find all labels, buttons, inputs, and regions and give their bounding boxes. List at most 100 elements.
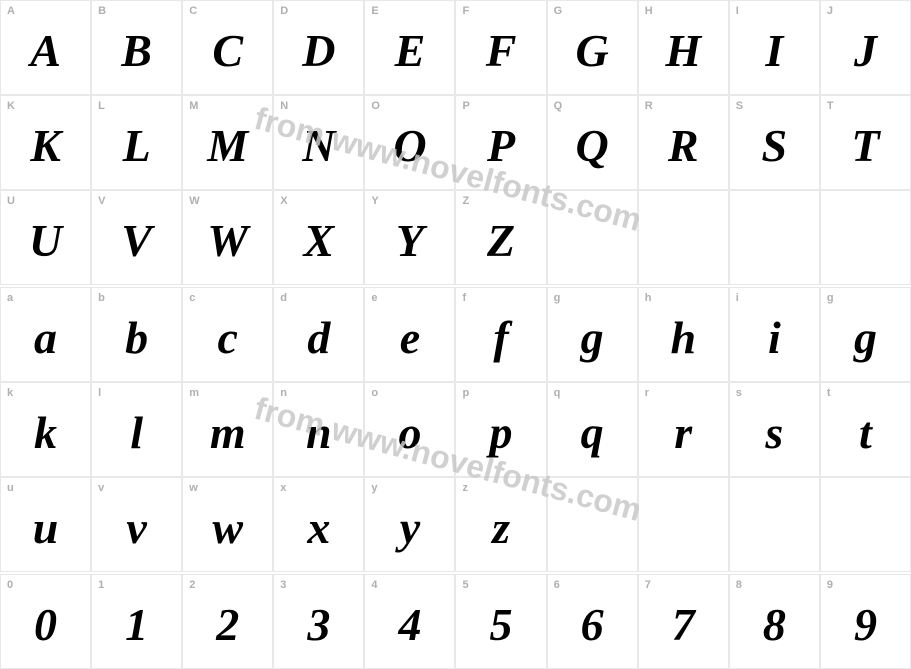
char-cell: BB bbox=[91, 0, 182, 95]
char-glyph: C bbox=[212, 24, 243, 77]
char-cell: KK bbox=[0, 95, 91, 190]
char-label: 4 bbox=[371, 579, 377, 591]
char-label: c bbox=[189, 292, 195, 304]
char-glyph: i bbox=[768, 311, 781, 364]
char-cell: gg bbox=[547, 287, 638, 382]
char-glyph: P bbox=[487, 119, 515, 172]
char-glyph: E bbox=[395, 24, 426, 77]
char-label: Q bbox=[554, 100, 563, 112]
char-glyph: D bbox=[302, 24, 335, 77]
char-cell: zz bbox=[455, 477, 546, 572]
char-label: m bbox=[189, 387, 199, 399]
section-lowercase: aabbccddeeffgghhiiggkkllmmnnooppqqrrsstt… bbox=[0, 287, 911, 572]
empty-cell bbox=[729, 190, 820, 285]
char-cell: ss bbox=[729, 382, 820, 477]
char-label: C bbox=[189, 5, 197, 17]
char-glyph: G bbox=[576, 24, 609, 77]
char-label: v bbox=[98, 482, 104, 494]
char-label: F bbox=[462, 5, 469, 17]
char-label: 5 bbox=[462, 579, 468, 591]
char-glyph: Z bbox=[487, 214, 515, 267]
char-label: r bbox=[645, 387, 649, 399]
char-glyph: R bbox=[668, 119, 699, 172]
char-glyph: n bbox=[306, 406, 332, 459]
char-label: H bbox=[645, 5, 653, 17]
char-cell: MM bbox=[182, 95, 273, 190]
char-cell: 66 bbox=[547, 574, 638, 669]
char-glyph: Q bbox=[576, 119, 609, 172]
char-cell: hh bbox=[638, 287, 729, 382]
char-glyph: q bbox=[581, 406, 604, 459]
char-glyph: F bbox=[486, 24, 517, 77]
char-label: 1 bbox=[98, 579, 104, 591]
char-cell: kk bbox=[0, 382, 91, 477]
char-glyph: S bbox=[762, 119, 788, 172]
char-label: Y bbox=[371, 195, 378, 207]
char-cell: oo bbox=[364, 382, 455, 477]
char-glyph: K bbox=[30, 119, 61, 172]
char-cell: QQ bbox=[547, 95, 638, 190]
char-cell: II bbox=[729, 0, 820, 95]
char-cell: ww bbox=[182, 477, 273, 572]
char-label: S bbox=[736, 100, 743, 112]
char-cell: uu bbox=[0, 477, 91, 572]
char-glyph: 7 bbox=[672, 598, 695, 651]
char-label: J bbox=[827, 5, 833, 17]
char-cell: WW bbox=[182, 190, 273, 285]
char-label: W bbox=[189, 195, 199, 207]
char-label: l bbox=[98, 387, 101, 399]
empty-cell bbox=[638, 190, 729, 285]
char-glyph: k bbox=[34, 406, 57, 459]
char-cell: 88 bbox=[729, 574, 820, 669]
char-cell: 55 bbox=[455, 574, 546, 669]
char-glyph: 6 bbox=[581, 598, 604, 651]
char-cell: 33 bbox=[273, 574, 364, 669]
char-cell: 00 bbox=[0, 574, 91, 669]
char-label: 3 bbox=[280, 579, 286, 591]
char-glyph: x bbox=[307, 501, 330, 554]
char-glyph: Y bbox=[396, 214, 424, 267]
char-label: d bbox=[280, 292, 287, 304]
char-label: u bbox=[7, 482, 14, 494]
char-label: x bbox=[280, 482, 286, 494]
char-cell: YY bbox=[364, 190, 455, 285]
char-label: V bbox=[98, 195, 105, 207]
char-glyph: O bbox=[393, 119, 426, 172]
char-label: G bbox=[554, 5, 563, 17]
char-label: e bbox=[371, 292, 377, 304]
char-label: g bbox=[554, 292, 561, 304]
char-cell: JJ bbox=[820, 0, 911, 95]
char-cell: SS bbox=[729, 95, 820, 190]
char-label: L bbox=[98, 100, 105, 112]
char-cell: 22 bbox=[182, 574, 273, 669]
char-label: z bbox=[462, 482, 468, 494]
char-cell: 77 bbox=[638, 574, 729, 669]
char-cell: aa bbox=[0, 287, 91, 382]
char-cell: pp bbox=[455, 382, 546, 477]
char-label: 6 bbox=[554, 579, 560, 591]
char-cell: LL bbox=[91, 95, 182, 190]
char-glyph: V bbox=[121, 214, 152, 267]
char-cell: mm bbox=[182, 382, 273, 477]
char-label: N bbox=[280, 100, 288, 112]
char-cell: UU bbox=[0, 190, 91, 285]
char-cell: XX bbox=[273, 190, 364, 285]
char-cell: NN bbox=[273, 95, 364, 190]
font-character-map: AABBCCDDEEFFGGHHIIJJKKLLMMNNOOPPQQRRSSTT… bbox=[0, 0, 911, 669]
char-cell: cc bbox=[182, 287, 273, 382]
char-glyph: B bbox=[121, 24, 152, 77]
char-label: b bbox=[98, 292, 105, 304]
char-glyph: N bbox=[302, 119, 335, 172]
char-glyph: u bbox=[33, 501, 59, 554]
char-glyph: e bbox=[400, 311, 420, 364]
char-glyph: T bbox=[851, 119, 879, 172]
char-cell: ff bbox=[455, 287, 546, 382]
char-glyph: y bbox=[400, 501, 420, 554]
section-digits: 00112233445566778899 bbox=[0, 574, 911, 669]
char-cell: ee bbox=[364, 287, 455, 382]
char-cell: 99 bbox=[820, 574, 911, 669]
char-cell: PP bbox=[455, 95, 546, 190]
char-label: K bbox=[7, 100, 15, 112]
char-cell: HH bbox=[638, 0, 729, 95]
char-label: k bbox=[7, 387, 13, 399]
